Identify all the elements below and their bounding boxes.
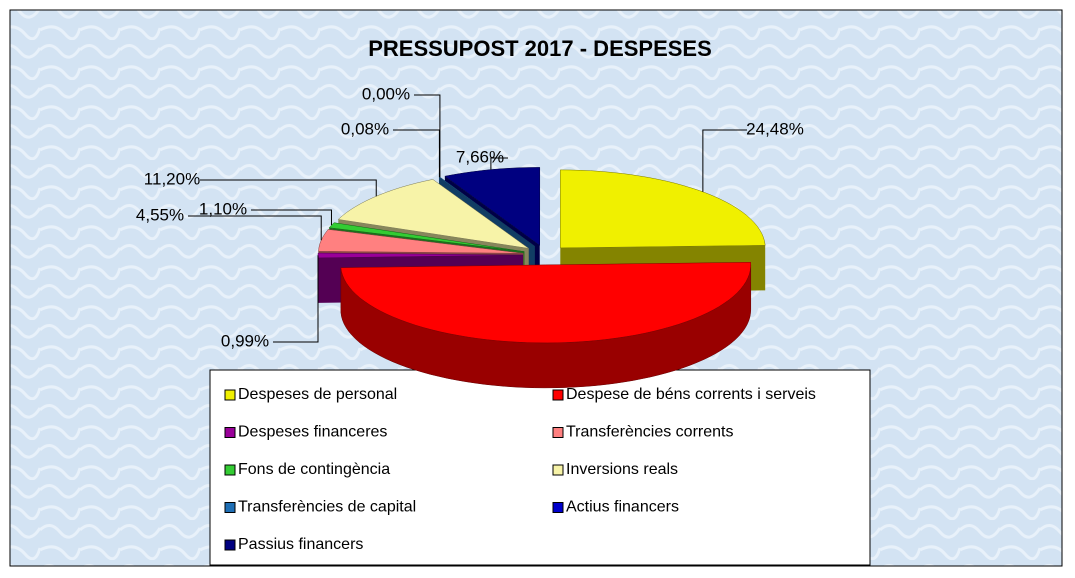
legend-label: Despeses financeres	[238, 424, 387, 441]
data-label: 7,66%	[456, 147, 504, 166]
data-label: 11,20%	[144, 169, 200, 188]
legend-swatch	[553, 428, 563, 438]
data-label: 1,10%	[199, 199, 247, 218]
legend-label: Despese de béns corrents i serveis	[566, 386, 816, 403]
data-label: 0,99%	[221, 331, 269, 350]
data-label: 0,00%	[362, 84, 410, 103]
data-label: 4,55%	[136, 205, 184, 224]
legend-swatch	[553, 503, 563, 513]
legend-label: Fons de contingència	[238, 461, 390, 478]
legend-swatch	[225, 540, 235, 550]
legend-label: Despeses de personal	[238, 386, 397, 403]
legend-label: Transferències corrents	[566, 424, 733, 441]
chart-title: PRESSUPOST 2017 - DESPESES	[368, 36, 712, 61]
legend-label: Inversions reals	[566, 461, 678, 478]
data-label: 0,08%	[341, 119, 389, 138]
legend-label: Actius financers	[566, 499, 679, 516]
legend-swatch	[225, 428, 235, 438]
legend-swatch	[225, 465, 235, 475]
legend-label: Transferències de capital	[238, 499, 416, 516]
legend-label: Passius financers	[238, 536, 363, 553]
legend-swatch	[225, 503, 235, 513]
legend-swatch	[553, 390, 563, 400]
legend-swatch	[553, 465, 563, 475]
data-label: 24,48%	[746, 119, 804, 138]
legend-swatch	[225, 390, 235, 400]
